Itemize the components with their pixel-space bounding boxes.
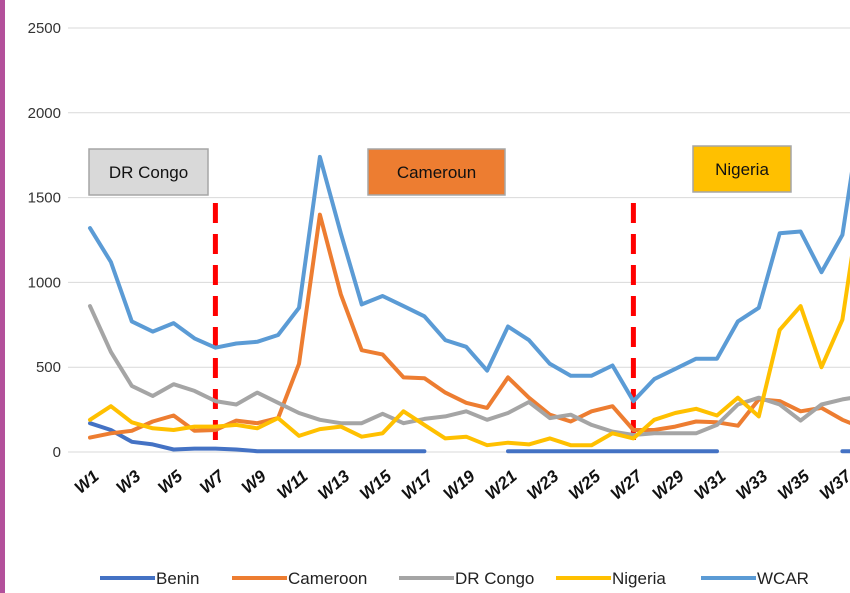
x-tick-label: W35 — [774, 466, 813, 503]
x-tick-label: W29 — [649, 466, 688, 503]
x-tick-label: W17 — [398, 466, 438, 504]
annotation-label-cameroun: Cameroun — [397, 163, 476, 182]
x-tick-label: W31 — [691, 467, 730, 504]
x-tick-label: W11 — [274, 467, 312, 503]
x-tick-label: W25 — [565, 466, 604, 503]
annotation-label-dr-congo: DR Congo — [109, 163, 188, 182]
annotation-box-nigeria — [692, 145, 792, 193]
legend: Benin Cameroon DR Congo Nigeria WCAR — [100, 569, 809, 588]
x-tick-label: W1 — [71, 467, 103, 498]
annotation-label-nigeria: Nigeria — [715, 160, 769, 179]
x-tick-label: W33 — [732, 466, 771, 503]
y-tick-label: 0 — [53, 444, 61, 461]
series-line-benin — [88, 421, 850, 454]
left-accent-bar — [0, 0, 5, 593]
x-tick-label: W3 — [113, 466, 145, 497]
series-lines — [88, 154, 850, 454]
legend-label-cameroon: Cameroon — [288, 569, 367, 588]
gridlines — [68, 27, 850, 453]
series-line-dr-congo — [88, 304, 850, 437]
y-axis-ticks: 0 500 1000 1500 2000 2500 — [28, 20, 61, 461]
annotation-box-dr-congo — [88, 148, 209, 196]
x-axis-ticks: W1 W3 W5 W7 W9 W11 W13 W15 W17 W19 W21 W23 W25 W27 W29… — [71, 466, 850, 504]
y-tick-label: 1500 — [28, 190, 61, 207]
x-tick-label: W9 — [238, 466, 270, 497]
x-tick-label: W13 — [314, 466, 353, 503]
y-tick-label: 1000 — [28, 274, 61, 291]
series-line-nigeria — [88, 255, 850, 448]
legend-label-wcar: WCAR — [757, 569, 809, 588]
annotations: DR Congo Cameroun Nigeria — [88, 145, 792, 196]
x-tick-label: W19 — [440, 466, 479, 503]
x-tick-label: W15 — [356, 466, 395, 503]
x-tick-label: W7 — [196, 466, 229, 498]
x-tick-label: W27 — [607, 466, 647, 504]
x-tick-label: W21 — [482, 467, 521, 504]
legend-label-dr-congo: DR Congo — [455, 569, 534, 588]
x-tick-label: W23 — [523, 466, 562, 503]
y-tick-label: 2500 — [28, 20, 61, 37]
series-line-wcar — [88, 154, 850, 404]
legend-label-nigeria: Nigeria — [612, 569, 666, 588]
legend-label-benin: Benin — [156, 569, 199, 588]
x-tick-label: W5 — [154, 466, 186, 497]
x-tick-label: W37 — [816, 466, 850, 504]
annotation-box-cameroun — [367, 148, 506, 196]
divider-lines — [212, 203, 636, 446]
y-tick-label: 500 — [36, 359, 61, 376]
y-tick-label: 2000 — [28, 105, 61, 122]
